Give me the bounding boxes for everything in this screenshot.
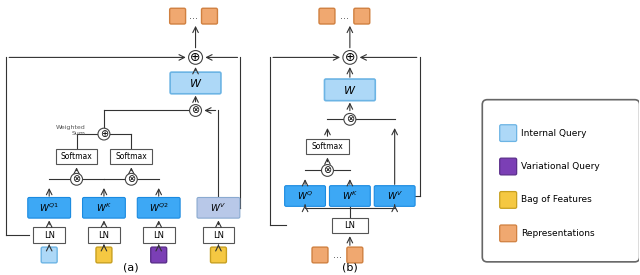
Text: ⊗: ⊗ <box>346 114 354 124</box>
Bar <box>33 227 65 243</box>
Circle shape <box>70 174 83 185</box>
FancyBboxPatch shape <box>500 158 516 175</box>
Text: Softmax: Softmax <box>312 142 343 151</box>
Text: $W^{K}$: $W^{K}$ <box>342 190 358 202</box>
Circle shape <box>321 164 333 176</box>
FancyBboxPatch shape <box>197 197 240 218</box>
Text: LN: LN <box>153 231 164 240</box>
Text: Internal Query: Internal Query <box>521 129 587 138</box>
Bar <box>143 227 175 243</box>
FancyBboxPatch shape <box>211 247 227 263</box>
Text: ...: ... <box>333 250 342 260</box>
Text: (b): (b) <box>342 263 358 273</box>
FancyBboxPatch shape <box>285 186 326 206</box>
Text: ⊕: ⊕ <box>344 51 355 64</box>
Text: ⊕: ⊕ <box>190 51 201 64</box>
Circle shape <box>344 114 356 125</box>
FancyBboxPatch shape <box>151 247 166 263</box>
Bar <box>88 227 120 243</box>
FancyBboxPatch shape <box>312 247 328 263</box>
Circle shape <box>189 51 202 64</box>
FancyBboxPatch shape <box>83 197 125 218</box>
Text: LN: LN <box>99 231 109 240</box>
Text: $W^{K}$: $W^{K}$ <box>96 202 112 214</box>
Text: $W^{V}$: $W^{V}$ <box>211 202 227 214</box>
Circle shape <box>343 51 357 64</box>
Bar <box>202 227 234 243</box>
Text: ...: ... <box>189 11 198 21</box>
Bar <box>111 149 152 164</box>
FancyBboxPatch shape <box>347 247 363 263</box>
Text: (a): (a) <box>123 263 139 273</box>
FancyBboxPatch shape <box>138 197 180 218</box>
FancyBboxPatch shape <box>483 100 639 262</box>
FancyBboxPatch shape <box>330 186 371 206</box>
FancyBboxPatch shape <box>41 247 57 263</box>
Text: $W$: $W$ <box>343 84 356 96</box>
Text: LN: LN <box>213 231 224 240</box>
FancyBboxPatch shape <box>500 125 516 141</box>
Text: ⊕: ⊕ <box>100 129 108 139</box>
FancyBboxPatch shape <box>324 79 375 101</box>
Text: $W$: $W$ <box>189 77 202 89</box>
Text: ...: ... <box>340 11 349 21</box>
Text: Weighted
Sum: Weighted Sum <box>56 125 86 136</box>
FancyBboxPatch shape <box>170 72 221 94</box>
FancyBboxPatch shape <box>170 8 186 24</box>
Text: ⊗: ⊗ <box>72 174 81 184</box>
Text: $W^{Q1}$: $W^{Q1}$ <box>39 202 60 214</box>
Text: ⊗: ⊗ <box>191 106 200 116</box>
FancyBboxPatch shape <box>500 192 516 208</box>
FancyBboxPatch shape <box>319 8 335 24</box>
Bar <box>305 139 349 154</box>
FancyBboxPatch shape <box>500 225 516 242</box>
Circle shape <box>125 174 138 185</box>
Text: Variational Query: Variational Query <box>521 162 600 171</box>
Text: ⊗: ⊗ <box>323 166 332 175</box>
FancyBboxPatch shape <box>96 247 112 263</box>
FancyBboxPatch shape <box>202 8 218 24</box>
Bar <box>332 218 368 233</box>
Text: ⊗: ⊗ <box>127 174 136 184</box>
Text: LN: LN <box>344 221 355 230</box>
FancyBboxPatch shape <box>374 186 415 206</box>
Bar <box>56 149 97 164</box>
Text: Representations: Representations <box>521 229 595 238</box>
Text: Bag of Features: Bag of Features <box>521 196 592 204</box>
Text: $W^{V}$: $W^{V}$ <box>387 190 403 202</box>
Text: $W^{Q}$: $W^{Q}$ <box>297 190 313 202</box>
Circle shape <box>98 128 110 140</box>
FancyBboxPatch shape <box>28 197 70 218</box>
FancyBboxPatch shape <box>354 8 370 24</box>
Circle shape <box>189 104 202 116</box>
Text: Softmax: Softmax <box>115 152 147 161</box>
Text: Softmax: Softmax <box>61 152 92 161</box>
Text: LN: LN <box>44 231 54 240</box>
Text: $W^{Q2}$: $W^{Q2}$ <box>148 202 169 214</box>
